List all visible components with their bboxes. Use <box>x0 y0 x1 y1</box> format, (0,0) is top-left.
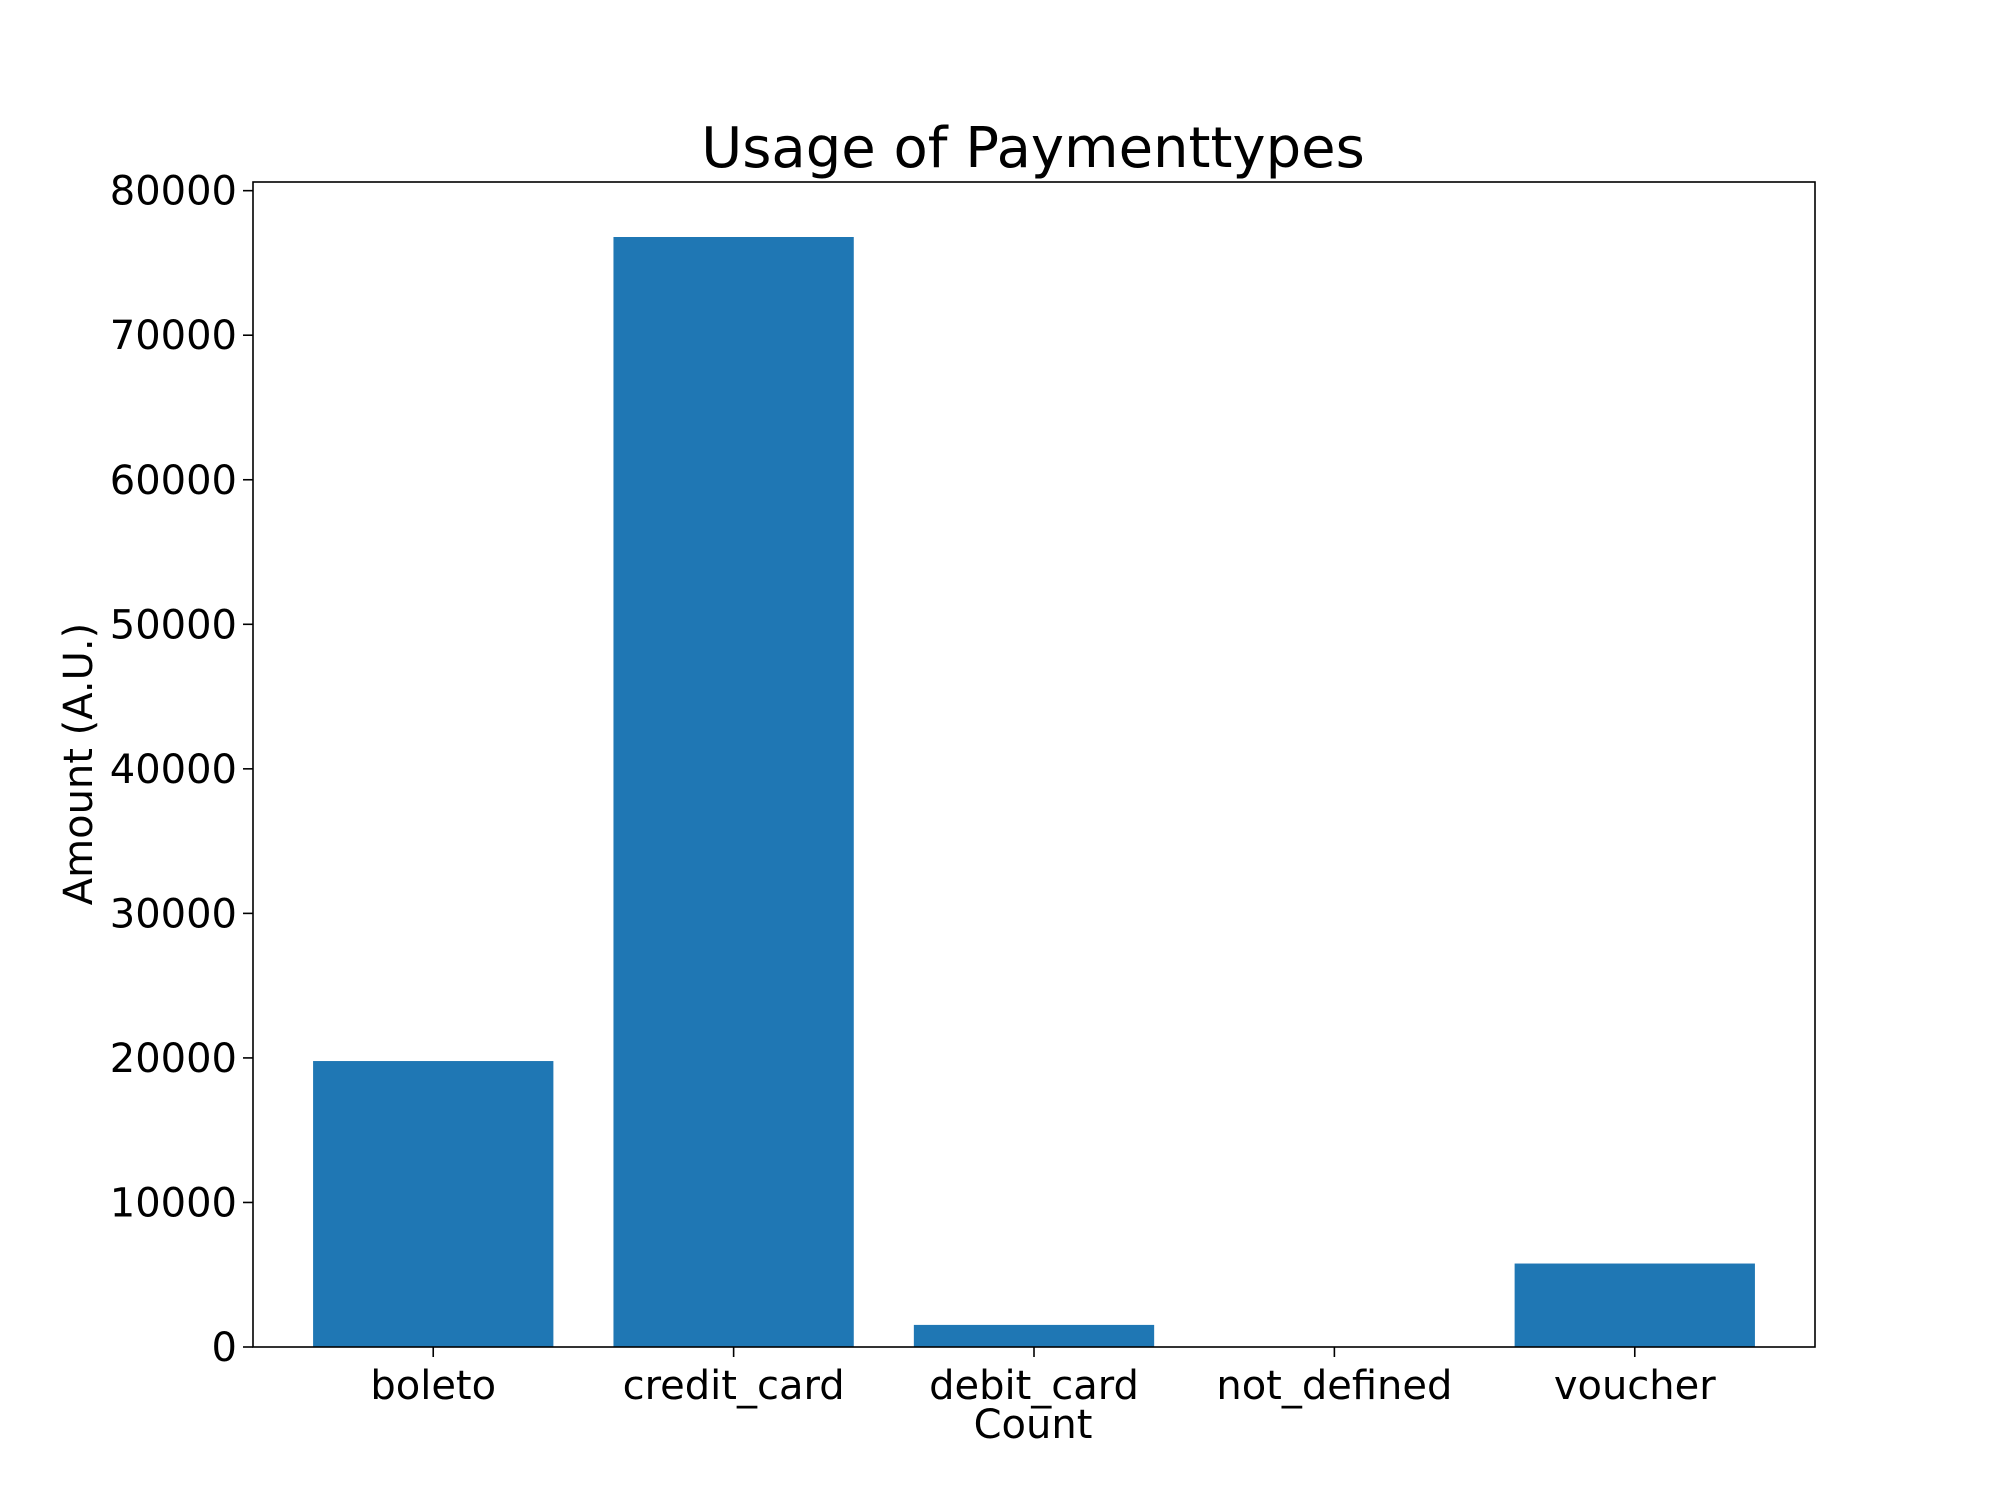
bar-credit-card <box>613 237 854 1347</box>
y-tick-label: 30000 <box>110 891 237 937</box>
x-axis-ticks: boleto credit_card debit_card not_defined vo… <box>370 1347 1716 1409</box>
y-tick-label: 70000 <box>110 313 237 359</box>
chart-title: Usage of Paymenttypes <box>701 116 1365 181</box>
x-tick-label: debit_card <box>929 1363 1139 1409</box>
bars-group <box>313 237 1755 1347</box>
y-tick-label: 40000 <box>110 747 237 793</box>
y-tick-label: 80000 <box>110 169 237 215</box>
y-tick-label: 50000 <box>110 602 237 648</box>
bar-voucher <box>1514 1263 1755 1347</box>
y-tick-label: 10000 <box>110 1180 237 1226</box>
x-tick-label: boleto <box>370 1363 496 1409</box>
bar-boleto <box>313 1061 554 1347</box>
x-tick-label: voucher <box>1554 1363 1716 1409</box>
plot-frame <box>252 181 1816 1348</box>
x-axis-label: Count <box>974 1402 1093 1448</box>
y-axis-ticks: 0 10000 20000 30000 40000 50000 60000 70000 8000… <box>110 169 253 1371</box>
y-tick-label: 20000 <box>110 1036 237 1082</box>
x-tick-label: credit_card <box>623 1363 845 1409</box>
y-axis-label: Amount (A.U.) <box>56 623 102 905</box>
bar-debit-card <box>913 1324 1155 1347</box>
x-tick-label: not_defined <box>1216 1363 1452 1409</box>
y-tick-label: 60000 <box>110 458 237 504</box>
y-tick-label: 0 <box>212 1325 237 1371</box>
